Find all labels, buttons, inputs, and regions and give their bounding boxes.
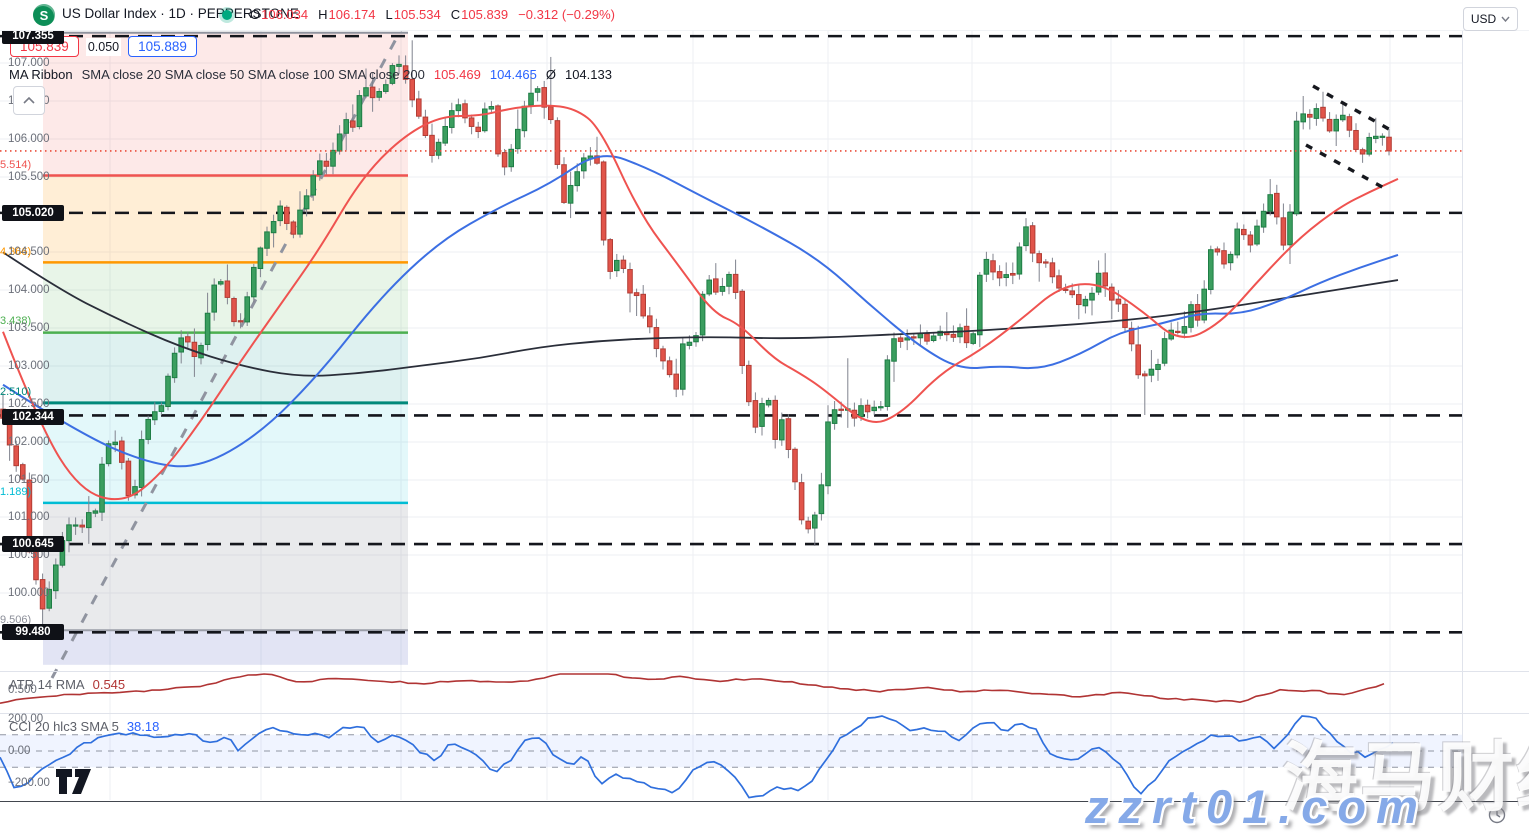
price-tick-label: 107.000: [8, 57, 50, 69]
zone-price-label: 3.438): [0, 315, 32, 327]
sma50-value: 104.465: [489, 67, 537, 82]
market-status-icon: [222, 10, 232, 20]
ma-ribbon-name: MA Ribbon: [9, 67, 73, 82]
candles-layer: [0, 40, 1392, 625]
chevron-down-icon: [1501, 16, 1510, 22]
price-level-badge: 105.020: [2, 205, 64, 221]
tradingview-logo[interactable]: [55, 768, 93, 796]
price-level-badge: 102.344: [2, 409, 64, 425]
zone-price-label: 5.514): [0, 159, 32, 171]
price-tick-label: 104.000: [8, 284, 50, 296]
toolbar: S US Dollar Index · 1D · PEPPERSTONE O10…: [0, 0, 1529, 31]
atr-value: 0.545: [92, 677, 126, 692]
clock-icon: [1488, 806, 1506, 824]
price-tick-label: 103.000: [8, 360, 50, 372]
ma-layer: [2, 104, 1399, 501]
time-axis[interactable]: [0, 801, 1529, 834]
collapse-panel-button[interactable]: [13, 86, 45, 115]
cci-pane-layer: [0, 715, 1462, 799]
ohlc-close: C105.839: [450, 7, 509, 22]
price-level-badge: 99.480: [2, 624, 64, 640]
ohlc-readout: O106.034 H106.174 L105.534 C105.839 −0.3…: [250, 7, 615, 22]
currency-label: USD: [1470, 12, 1497, 26]
avg-value: 104.133: [564, 67, 612, 82]
clock-button[interactable]: [1488, 806, 1506, 829]
ohlc-open: O106.034: [250, 7, 309, 22]
chart-canvas[interactable]: [0, 0, 1462, 801]
price-tick-label: 102.500: [8, 398, 50, 410]
cci-value: 38.18: [126, 719, 160, 734]
zone-price-label: 9.506): [0, 614, 32, 626]
sr-lines-layer: [0, 34, 1462, 634]
price-tick-label: 0.500: [8, 684, 37, 696]
price-tick-label: 105.500: [8, 171, 50, 183]
atr-legend: ATR 14 RMA 0.545: [9, 677, 125, 692]
price-tick-label: 0.00: [8, 745, 31, 757]
ma-ribbon-params: SMA close 20 SMA close 50 SMA close 100 …: [81, 67, 425, 82]
price-level-badge: 107.355: [2, 28, 64, 44]
price-tick-label: 100.500: [8, 549, 50, 561]
zone-price-label: 4.366): [0, 246, 32, 258]
zone-price-label: 1.189): [0, 486, 32, 498]
price-tick-label: 101.000: [8, 511, 50, 523]
price-tick-label: 104.500: [8, 246, 50, 258]
price-tick-label: 101.500: [8, 474, 50, 486]
price-tick-label: −200.00: [8, 777, 50, 789]
ohlc-low: L105.534: [385, 7, 441, 22]
price-tick-label: 200.00: [8, 713, 44, 725]
cci-label: CCI 20 hlc3 SMA 5: [9, 719, 119, 734]
price-axis[interactable]: [1462, 0, 1529, 834]
atr-pane-layer: [0, 673, 1385, 704]
symbol-title: US Dollar Index · 1D · PEPPERSTONE: [62, 6, 299, 21]
price-tick-label: 100.000: [8, 587, 50, 599]
change-readout: −0.312 (−0.29%): [518, 7, 615, 22]
price-tick-label: 102.000: [8, 436, 50, 448]
currency-dropdown[interactable]: USD: [1463, 7, 1518, 31]
price-tick-label: 106.000: [8, 133, 50, 145]
atr-label: ATR 14 RMA: [9, 677, 85, 692]
pane-separator[interactable]: [0, 671, 1529, 672]
sma20-value: 105.469: [433, 67, 481, 82]
cci-legend: CCI 20 hlc3 SMA 5 38.18: [9, 719, 159, 734]
spread-value: 0.050: [85, 37, 122, 56]
ma-ribbon-legend: MA Ribbon SMA close 20 SMA close 50 SMA …: [9, 67, 612, 82]
pane-separator[interactable]: [0, 713, 1529, 714]
avg-symbol: Ø: [545, 67, 556, 82]
price-tick-label: 103.500: [8, 322, 50, 334]
buy-button[interactable]: 105.889: [128, 36, 197, 57]
ohlc-high: H106.174: [318, 7, 376, 22]
grid-layer: [0, 30, 1462, 800]
chevron-up-icon: [23, 97, 35, 104]
price-level-badge: 100.645: [2, 536, 64, 552]
sr-zones-layer: [43, 31, 408, 665]
pepperstone-logo-icon: S: [33, 4, 55, 26]
zone-price-label: 2.510): [0, 386, 32, 398]
